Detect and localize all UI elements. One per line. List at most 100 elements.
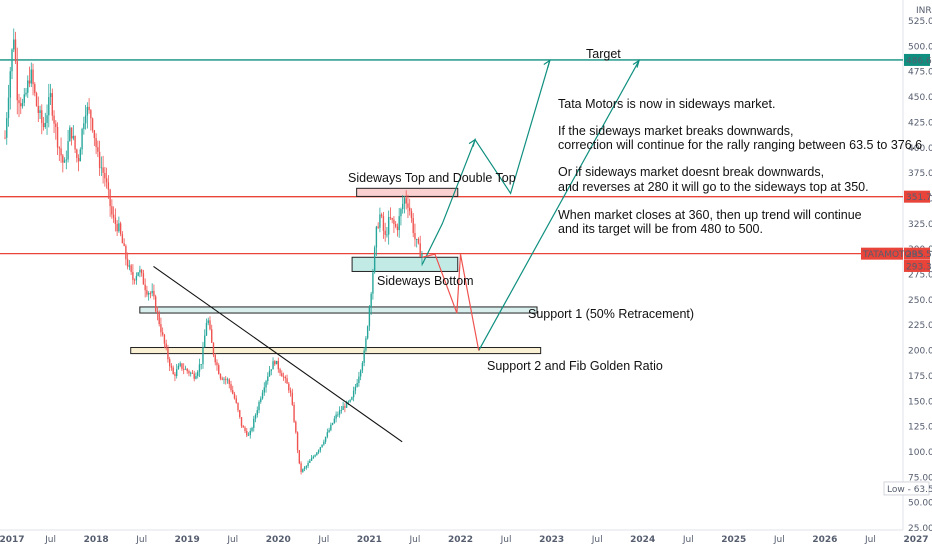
candle-body <box>275 360 278 365</box>
candle-body <box>396 226 399 231</box>
candle-body <box>146 290 148 295</box>
candle-body <box>16 61 18 101</box>
bearish-projection[interactable] <box>422 253 480 351</box>
candle-body <box>93 130 96 139</box>
candle-body <box>314 455 316 457</box>
candle-body <box>84 115 87 124</box>
candle-body <box>119 223 122 235</box>
x-tick-label: 2018 <box>84 535 109 545</box>
y-tick-label: 250.00 <box>908 296 932 306</box>
y-tick-label: 100.00 <box>908 448 932 458</box>
candle-body <box>175 369 178 376</box>
candle-body <box>123 243 125 246</box>
price-tag-text: 486.60 <box>906 56 932 66</box>
candle-body <box>58 147 61 149</box>
candle-body <box>128 265 131 267</box>
candle-body <box>377 226 379 228</box>
support-1-zone[interactable] <box>139 306 538 314</box>
candle-body <box>324 436 327 442</box>
price-axis[interactable]: 525.00 500.00 475.00 450.00 425.00 400.00 375.… <box>908 17 932 534</box>
note-line: correction will continue for the rally r… <box>558 138 922 152</box>
candle-body <box>359 370 362 377</box>
candle-body <box>56 126 59 148</box>
low-tag <box>883 481 930 496</box>
candle-body <box>265 381 267 388</box>
candle-body <box>90 110 92 119</box>
candle-body <box>249 430 251 436</box>
candle-body <box>254 414 257 419</box>
bullish-projection-1[interactable] <box>421 60 551 265</box>
candle-body <box>216 362 218 366</box>
candle-body <box>95 138 97 148</box>
candle-body <box>300 463 302 472</box>
candle-body <box>65 159 68 161</box>
candle-body <box>363 350 365 363</box>
candle-body <box>398 216 400 231</box>
x-tick-label: 2025 <box>721 535 746 545</box>
time-axis[interactable]: 2017 Jul 2018 Jul 2019 Jul 2020 Jul 2021 Jul 2022 J… <box>0 535 929 545</box>
candle-body <box>277 360 279 370</box>
candle-body <box>347 401 350 403</box>
candle-body <box>412 218 414 233</box>
candle-body <box>309 460 311 463</box>
candle-body <box>365 338 367 351</box>
x-tick-label: Jul <box>773 535 785 545</box>
candle-body <box>291 392 294 405</box>
candle-body <box>235 398 237 403</box>
candle-body <box>368 307 371 327</box>
candle-body <box>270 369 272 371</box>
x-tick-label: 2020 <box>266 535 291 545</box>
candle-body <box>18 100 20 104</box>
candle-body <box>88 106 90 111</box>
y-tick-label: 325.00 <box>908 220 932 230</box>
x-tick-label: Jul <box>317 535 329 545</box>
candle-body <box>197 371 199 376</box>
sideways-bottom-zone[interactable] <box>351 256 459 272</box>
candle-body <box>419 243 421 257</box>
x-tick-label: 2022 <box>448 535 473 545</box>
candle-body <box>240 417 243 427</box>
candle-body <box>323 441 325 445</box>
candle-body <box>167 348 169 360</box>
candle-body <box>42 122 45 128</box>
candle-body <box>102 167 104 173</box>
candle-body <box>253 418 255 428</box>
candle-body <box>118 223 120 232</box>
candle-body <box>163 334 166 344</box>
candle-body <box>400 209 402 217</box>
candle-body <box>55 123 57 127</box>
candle-body <box>307 462 309 466</box>
candle-body <box>232 390 234 394</box>
candle-body <box>172 367 174 375</box>
candle-body <box>279 369 281 374</box>
annotations: Target Sideways Top and Double Top Sideway… <box>348 47 922 373</box>
candle-body <box>14 39 17 62</box>
downtrend-line[interactable] <box>153 265 403 443</box>
candle-body <box>410 210 413 219</box>
candle-body <box>98 151 101 168</box>
candle-body <box>373 247 376 273</box>
candle-body <box>153 290 155 297</box>
candle-body <box>333 418 336 423</box>
currency-label: INR <box>916 6 932 16</box>
x-tick-label: Jul <box>44 535 56 545</box>
candle-body <box>13 39 15 50</box>
y-tick-label: 375.00 <box>908 169 932 179</box>
candle-body <box>126 259 129 267</box>
candle-body <box>321 444 323 448</box>
candle-body <box>335 414 337 419</box>
candle-body <box>239 410 241 418</box>
candle-body <box>81 128 83 150</box>
zones[interactable] <box>130 187 542 355</box>
drawings[interactable] <box>153 59 641 443</box>
sideways-top-zone[interactable] <box>356 187 459 197</box>
support-2-zone[interactable] <box>130 347 542 355</box>
candle-body <box>408 207 411 211</box>
horizontal-lines[interactable] <box>0 59 903 255</box>
candle-body <box>190 372 192 374</box>
candle-body <box>193 373 195 379</box>
y-tick-label: 500.00 <box>908 42 932 52</box>
bullish-projection-2[interactable] <box>478 60 640 351</box>
candle-body <box>352 390 355 398</box>
